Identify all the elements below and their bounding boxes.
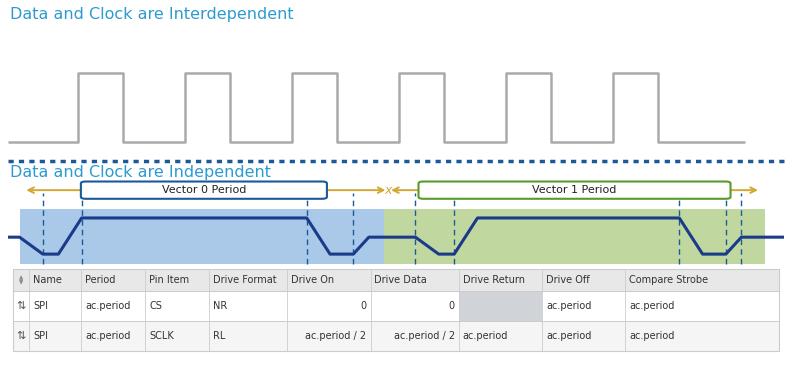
Text: 0: 0 [360,301,367,311]
Text: Vector 1 Period: Vector 1 Period [532,185,617,195]
Text: Drive Off: Drive Off [546,275,589,285]
Text: ac.period: ac.period [546,331,592,341]
Text: ▲: ▲ [18,275,23,280]
Text: Data and Clock are Interdependent: Data and Clock are Interdependent [10,7,294,22]
Text: ac.period: ac.period [546,301,592,311]
Text: x: x [385,184,392,197]
Text: ac.period: ac.period [86,301,131,311]
Text: ⇅: ⇅ [16,301,25,311]
Text: CS: CS [149,301,162,311]
Text: ac.period: ac.period [629,301,675,311]
Text: Name: Name [33,275,63,285]
Text: Drive Data: Drive Data [375,275,427,285]
Text: ac.period: ac.period [629,331,675,341]
Text: ac.period / 2: ac.period / 2 [394,331,455,341]
Text: 0: 0 [449,301,455,311]
Text: Data and Clock are Independent: Data and Clock are Independent [10,164,271,180]
Text: RL: RL [213,331,225,341]
Text: SPI: SPI [33,301,48,311]
Text: Vector 0 Period: Vector 0 Period [162,185,246,195]
Bar [459,291,542,321]
Text: ac.period / 2: ac.period / 2 [306,331,367,341]
Bar [13,269,779,291]
Text: Pin Item: Pin Item [149,275,189,285]
Text: Drive Format: Drive Format [213,275,276,285]
Text: ▼: ▼ [18,281,23,286]
Text: ac.period: ac.period [86,331,131,341]
Text: Compare Strobe: Compare Strobe [629,275,708,285]
Text: NR: NR [213,301,227,311]
Text: Period: Period [86,275,116,285]
Text: SPI: SPI [33,331,48,341]
Bar [13,269,779,351]
Bar [13,291,779,321]
Text: Drive Return: Drive Return [463,275,524,285]
Bar [13,321,779,351]
FancyBboxPatch shape [418,182,730,199]
FancyBboxPatch shape [81,182,327,199]
Bar [20,209,392,264]
Text: ⇅: ⇅ [16,331,25,341]
Text: ac.period: ac.period [463,331,508,341]
Text: Drive On: Drive On [291,275,334,285]
Text: SCLK: SCLK [149,331,173,341]
Bar [384,209,765,264]
